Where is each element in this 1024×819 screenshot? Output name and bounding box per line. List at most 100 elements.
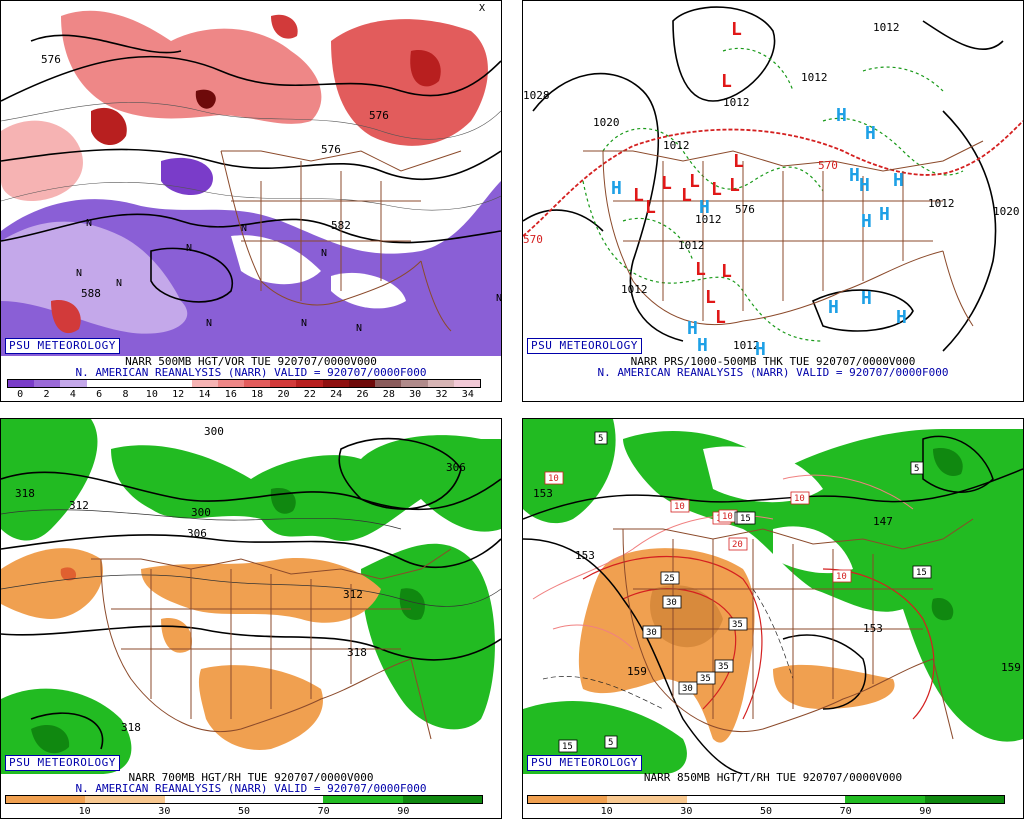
isobar-label: 1012 xyxy=(723,96,750,109)
isobar-label: 1012 xyxy=(663,139,690,152)
temperature-label: 5 xyxy=(598,434,603,444)
legend-swatch xyxy=(243,796,324,803)
temperature-label-box xyxy=(678,681,698,695)
contour-label: 576 xyxy=(41,53,61,66)
vort-negative-area xyxy=(161,157,213,196)
low-pressure-center: L xyxy=(721,261,732,282)
map-caption-title: NARR 500MB HGT/VOR TUE 920707/0000V000 xyxy=(125,355,377,368)
temperature-label: 15 xyxy=(916,568,927,578)
legend-tick-label: 32 xyxy=(435,389,448,400)
legend-swatch xyxy=(402,796,482,803)
vorticity-minimum-marker: N xyxy=(86,218,92,229)
temperature-label-box xyxy=(696,671,716,685)
credit-label: PSU METEOROLOGY xyxy=(527,755,642,771)
legend-swatch xyxy=(165,380,192,387)
legend-tick-label: 30 xyxy=(158,806,171,817)
legend-tick-label: 16 xyxy=(224,389,237,400)
low-pressure-center: L xyxy=(731,19,742,40)
legend-swatch xyxy=(528,796,608,803)
temperature-label-box xyxy=(594,431,608,445)
temperature-label-box xyxy=(660,571,680,585)
temperature-label-box xyxy=(558,739,578,753)
low-pressure-center: L xyxy=(661,173,672,194)
legend-swatch xyxy=(845,796,925,803)
map-caption-valid: N. AMERICAN REANALYSIS (NARR) VALID = 92… xyxy=(75,782,427,795)
legend-swatch xyxy=(765,796,846,803)
temperature-label: 30 xyxy=(646,628,657,638)
legend-swatch xyxy=(401,380,428,387)
map-caption-title: NARR PRS/1000-500MB THK TUE 920707/0000V… xyxy=(630,355,916,368)
temperature-label-box xyxy=(910,461,924,475)
contour-label: 312 xyxy=(343,588,363,601)
low-pressure-center: L xyxy=(633,185,644,206)
rh-dry-area xyxy=(198,665,323,750)
vorticity-color-legend xyxy=(7,379,481,388)
contour-label: 147 xyxy=(873,515,893,528)
temperature-label: 15 xyxy=(740,514,751,524)
legend-swatch xyxy=(323,796,403,803)
temperature-label: 35 xyxy=(732,620,743,630)
legend-tick-label: 30 xyxy=(680,806,693,817)
high-pressure-center: H xyxy=(861,288,872,309)
temperature-label-box xyxy=(670,499,690,513)
temperature-label-box xyxy=(728,537,748,551)
temperature-label-box xyxy=(604,735,618,749)
vort-positive-clear xyxy=(1,221,188,334)
low-pressure-center: L xyxy=(695,259,706,280)
legend-swatch xyxy=(139,380,166,387)
vorticity-minimum-marker: N xyxy=(356,323,362,334)
isobar-label: 1012 xyxy=(621,283,648,296)
legend-swatch xyxy=(34,380,61,387)
vorticity-minimum-marker: N xyxy=(241,223,247,234)
legend-tick-label: 10 xyxy=(600,806,613,817)
legend-swatch xyxy=(164,796,244,803)
high-pressure-center: H xyxy=(755,339,766,356)
vorticity-minimum-marker: N xyxy=(186,243,192,254)
low-pressure-center: L xyxy=(729,175,740,196)
rh-moist-area xyxy=(111,435,501,541)
legend-swatch xyxy=(86,380,113,387)
isobar-label: 1020 xyxy=(993,205,1020,218)
legend-tick-label: 90 xyxy=(397,806,410,817)
temperature-label: 5 xyxy=(914,464,919,474)
vorticity-minimum-marker: N xyxy=(321,248,327,259)
legend-swatch xyxy=(217,380,244,387)
high-pressure-center: H xyxy=(859,175,870,196)
temperature-label: 35 xyxy=(718,662,729,672)
legend-tick-label: 26 xyxy=(356,389,369,400)
temperature-label-box xyxy=(642,625,662,639)
legend-swatch xyxy=(924,796,1004,803)
temperature-label: 25 xyxy=(664,574,675,584)
legend-swatch xyxy=(60,380,87,387)
legend-tick-label: 30 xyxy=(409,389,422,400)
high-pressure-center: H xyxy=(697,335,708,356)
legend-swatch xyxy=(112,380,140,387)
low-pressure-center: L xyxy=(689,171,700,192)
contour-label: 576 xyxy=(369,109,389,122)
contour-label: 318 xyxy=(15,487,35,500)
legend-tick-label: 24 xyxy=(330,389,343,400)
isobar-label: 1012 xyxy=(733,339,760,352)
legend-swatch xyxy=(322,380,349,387)
panel-surface-pressure-thickness: 1012 1012 1020 1012 1012 1012 1028 1020 … xyxy=(522,0,1024,402)
rh-moist-area xyxy=(523,419,616,524)
vort-positive-area xyxy=(331,19,488,146)
humidity-color-legend xyxy=(5,795,483,804)
legend-swatch xyxy=(348,380,376,387)
high-pressure-center: H xyxy=(687,318,698,339)
map-caption-title: NARR 850MB HGT/T/RH TUE 920707/0000V000 xyxy=(643,771,903,784)
contour-label: 159 xyxy=(627,665,647,678)
high-pressure-center: H xyxy=(896,307,907,328)
contour-label: 306 xyxy=(446,461,466,474)
vorticity-minimum-marker: N xyxy=(206,318,212,329)
temperature-label: 10 xyxy=(722,512,733,522)
temperature-label-box xyxy=(832,569,852,583)
humidity-700-map: 318 312 300 306 312 318 318 306 300 xyxy=(1,419,501,774)
panel-500mb-vorticity: 576 576 582 588 576 N N N N N N N N N N … xyxy=(0,0,502,402)
humidity-850-map: 153 159 147 153 159 153 5510101010101015… xyxy=(523,419,1023,774)
low-pressure-center: L xyxy=(715,307,726,328)
legend-swatch xyxy=(8,380,35,387)
low-pressure-center: L xyxy=(705,287,716,308)
isobar-label: 1020 xyxy=(593,116,620,129)
legend-tick-label: 0 xyxy=(17,389,24,400)
